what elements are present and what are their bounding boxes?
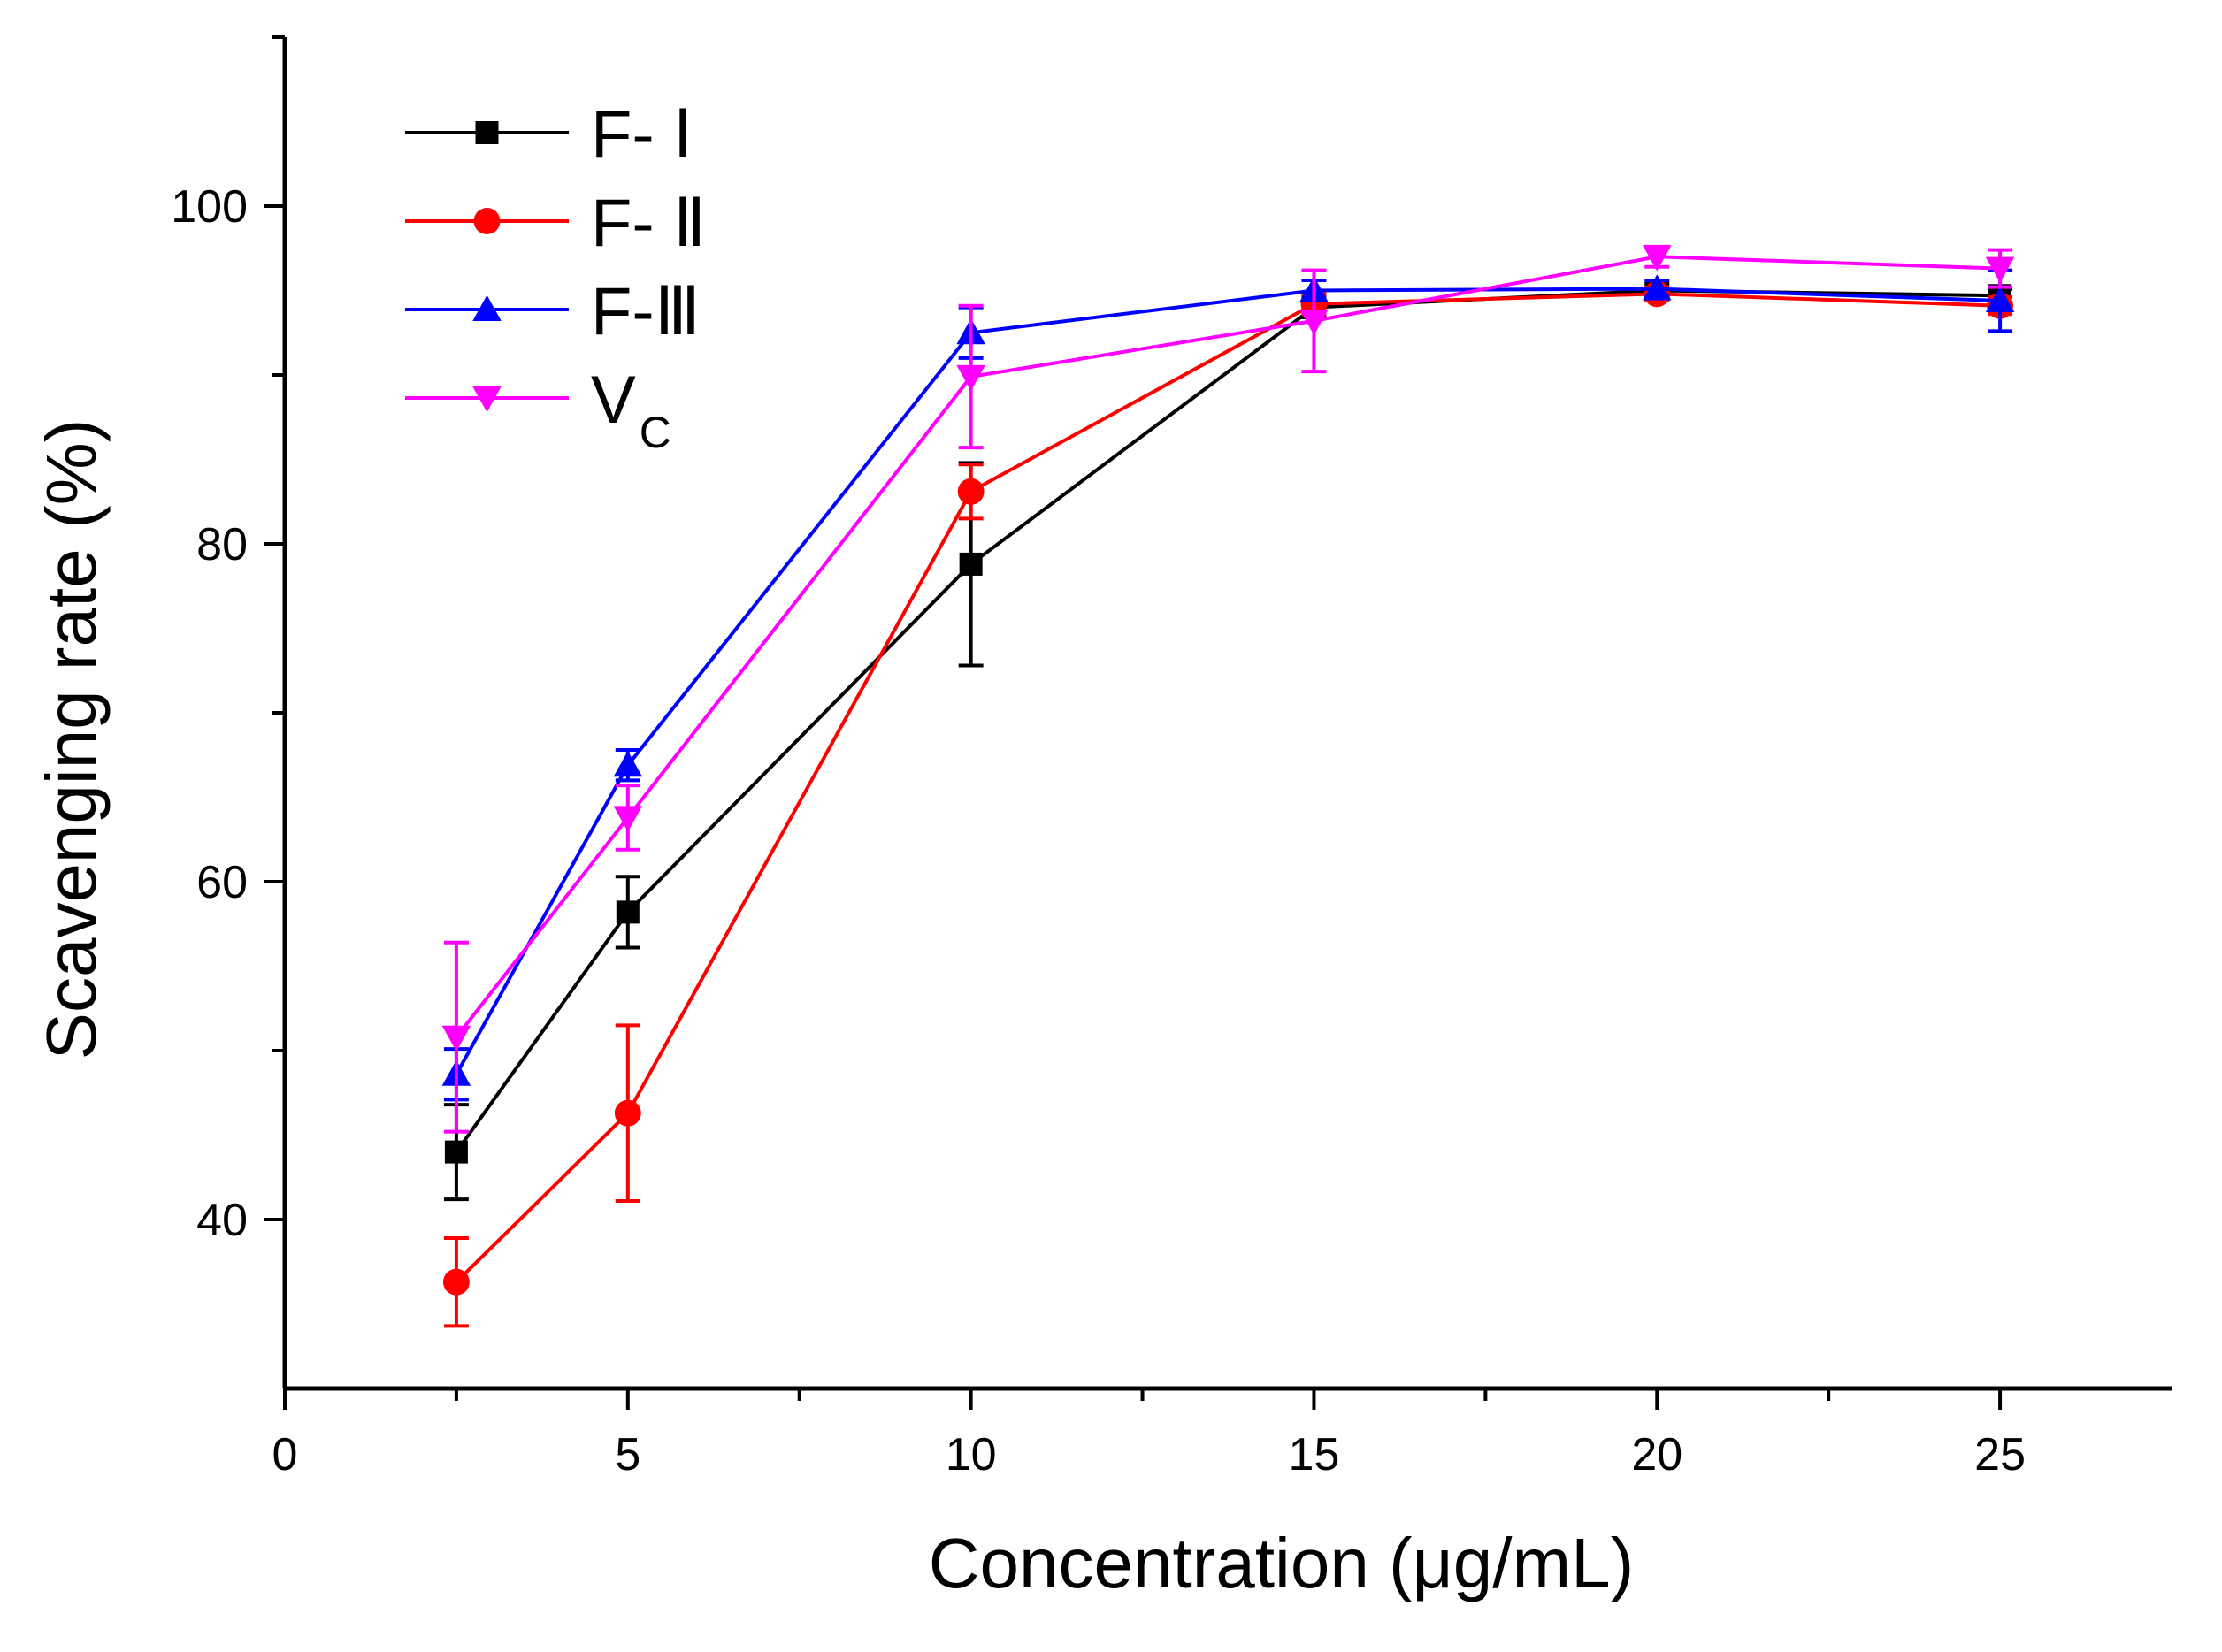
legend-label: F- Ⅱ <box>591 186 706 261</box>
x-tick-label: 15 <box>1289 1429 1340 1480</box>
data-point <box>1985 286 2015 312</box>
data-point <box>1985 256 2015 283</box>
data-point <box>441 1025 471 1052</box>
series-4 <box>441 244 2015 1134</box>
data-point <box>959 552 983 576</box>
series-line <box>455 255 2001 1038</box>
series-line <box>455 287 2001 1075</box>
legend: F- Ⅰ F- Ⅱ F-Ⅲ VC <box>405 97 706 457</box>
series-line <box>455 292 2001 1284</box>
legend-marker <box>473 208 501 234</box>
x-tick-label: 5 <box>615 1429 640 1480</box>
legend-item-4: VC <box>405 363 671 457</box>
series-1 <box>443 279 2013 1202</box>
legend-item-1: F- Ⅰ <box>405 97 693 172</box>
data-point <box>957 478 985 505</box>
data-point <box>1643 245 1672 272</box>
y-tick-label: 80 <box>196 519 248 570</box>
series-line <box>455 288 2001 1153</box>
plot-area <box>441 244 2015 1328</box>
legend-marker <box>472 386 502 413</box>
legend-item-3: F-Ⅲ <box>405 274 701 349</box>
legend-label-text: F-Ⅲ <box>591 274 701 349</box>
legend-label-subscript: C <box>640 408 671 457</box>
y-axis-title: Scavenging rate (%) <box>32 419 111 1060</box>
data-point <box>956 364 985 392</box>
y-tick-label: 100 <box>171 181 248 233</box>
x-tick-label: 10 <box>946 1429 997 1480</box>
x-tick-label: 0 <box>272 1429 298 1480</box>
legend-label-text: F- Ⅰ <box>591 97 693 172</box>
x-axis-title: Concentration (μg/mL) <box>929 1524 1635 1602</box>
series-3 <box>441 268 2015 1102</box>
legend-label: F-Ⅲ <box>591 274 701 349</box>
data-point <box>613 750 643 777</box>
series-2 <box>442 280 2014 1328</box>
data-point <box>616 900 640 924</box>
data-point <box>614 1099 641 1127</box>
y-tick-label: 60 <box>196 857 248 908</box>
data-point <box>613 806 643 832</box>
data-point <box>442 1268 470 1296</box>
legend-label: VC <box>591 363 671 457</box>
legend-label-text: F- Ⅱ <box>591 186 706 261</box>
data-point <box>1643 274 1672 301</box>
legend-marker <box>472 294 502 321</box>
legend-item-2: F- Ⅱ <box>405 186 706 261</box>
y-tick-label: 40 <box>196 1195 248 1246</box>
legend-marker <box>475 121 499 144</box>
data-point <box>1299 309 1329 336</box>
axes: 0 5 10 15 20 25 40 60 80 100 <box>171 35 2172 1480</box>
x-tick-label: 20 <box>1631 1429 1682 1480</box>
data-point <box>444 1140 468 1164</box>
legend-label-text: V <box>591 363 636 438</box>
legend-label: F- Ⅰ <box>591 97 693 172</box>
x-tick-label: 25 <box>1974 1429 2026 1480</box>
